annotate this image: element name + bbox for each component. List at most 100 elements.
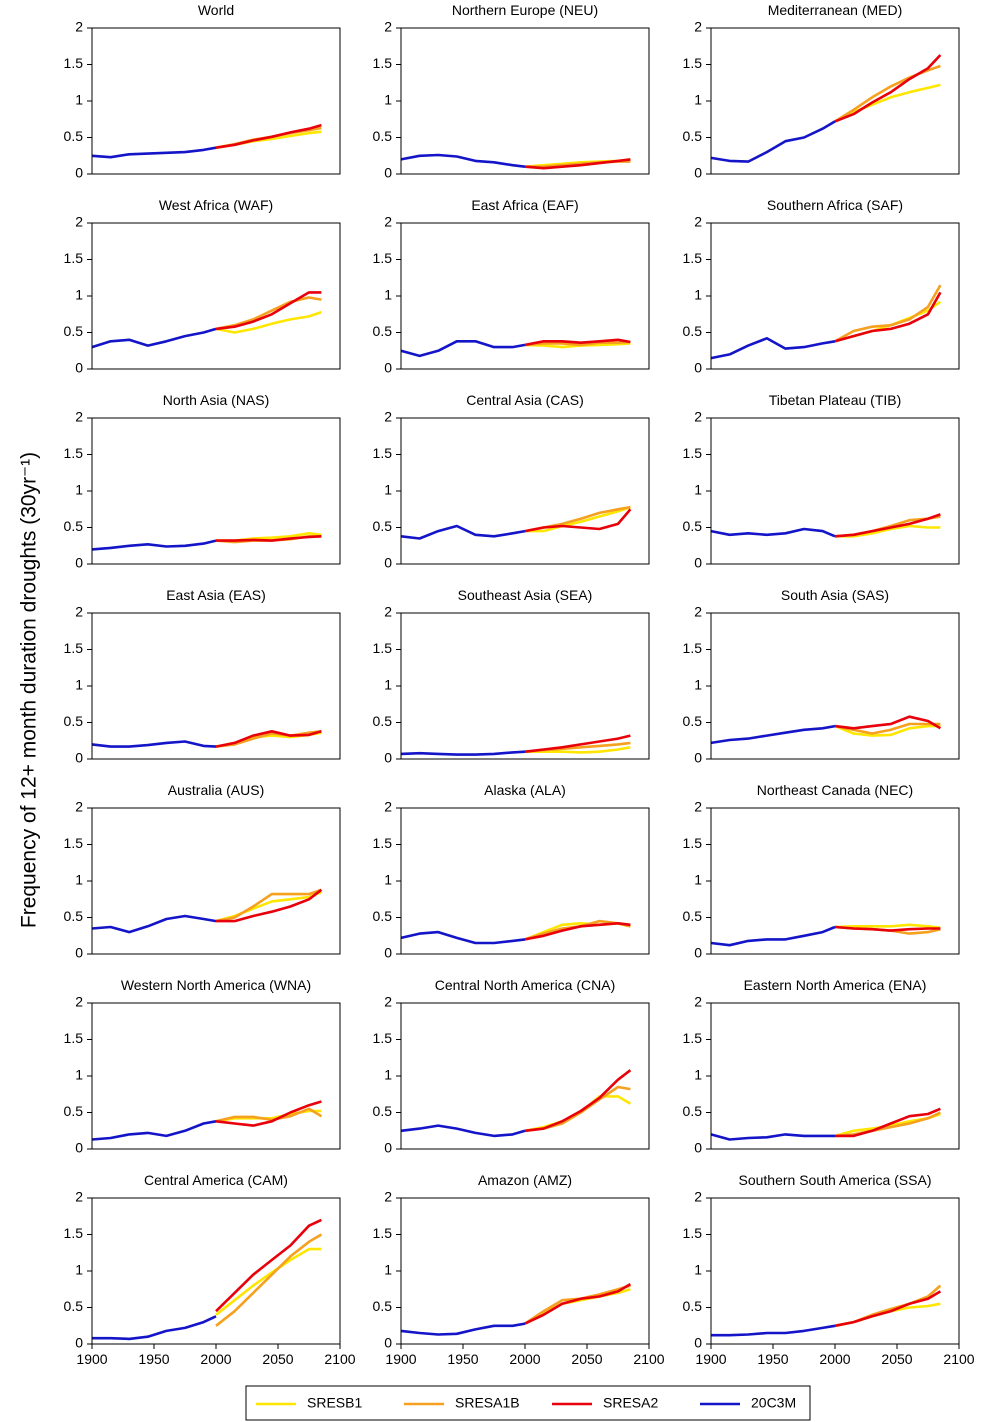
series-line — [215, 310, 322, 334]
y-tick-label: 1 — [384, 872, 392, 888]
series-line — [91, 327, 217, 349]
series-line — [834, 291, 942, 343]
y-tick-label: 0.5 — [373, 128, 393, 144]
panel-title: Northern Europe (NEU) — [452, 2, 598, 18]
plot-frame — [710, 807, 960, 955]
series-line — [215, 1100, 322, 1127]
y-tick-label: 1 — [75, 92, 83, 108]
panel-title: Tibetan Plateau (TIB) — [769, 392, 902, 408]
series-line — [524, 1282, 632, 1325]
y-tick-label: 2 — [694, 409, 702, 425]
series-line — [400, 1322, 526, 1336]
y-axis-label: Frequency of 12+ month duration droughts… — [18, 452, 41, 928]
y-tick-label: 1.5 — [373, 445, 393, 461]
y-tick-label: 1.5 — [683, 1030, 703, 1046]
series-line — [400, 750, 526, 756]
y-tick-label: 1.5 — [683, 250, 703, 266]
panel-title: East Asia (EAS) — [166, 587, 266, 603]
series-line — [91, 1120, 217, 1141]
y-tick-label: 1 — [694, 872, 702, 888]
series-line — [524, 338, 631, 347]
y-tick-label: 1.5 — [683, 835, 703, 851]
y-tick-label: 1 — [384, 92, 392, 108]
y-tick-label: 2 — [75, 19, 83, 35]
y-tick-label: 0.5 — [373, 518, 393, 534]
panel-title: Northeast Canada (NEC) — [757, 782, 913, 798]
series-line — [215, 730, 322, 748]
y-tick-label: 1 — [384, 287, 392, 303]
series-line — [92, 1315, 217, 1341]
y-tick-label: 1.5 — [64, 835, 84, 851]
y-tick-label: 2 — [694, 994, 702, 1010]
plot-frame — [91, 1002, 341, 1150]
series-line — [400, 524, 526, 540]
y-tick-label: 0.5 — [373, 1103, 393, 1119]
plot-frame — [400, 807, 650, 955]
y-tick-label: 1.5 — [64, 55, 84, 71]
panel-title: Western North America (WNA) — [121, 977, 311, 993]
series-line — [525, 746, 631, 754]
series-line — [400, 340, 526, 358]
y-tick-label: 0 — [75, 360, 83, 376]
y-tick-label: 0 — [75, 555, 83, 571]
panel-title: Mediterranean (MED) — [768, 2, 903, 18]
y-tick-label: 0 — [75, 750, 83, 766]
x-tick-label: 2000 — [200, 1351, 231, 1367]
series-line — [215, 291, 322, 331]
y-tick-label: 1.5 — [64, 445, 84, 461]
y-tick-label: 2 — [384, 799, 392, 815]
y-tick-label: 2 — [694, 1189, 702, 1205]
y-tick-label: 2 — [75, 604, 83, 620]
y-tick-label: 2 — [384, 1189, 392, 1205]
y-tick-label: 1.5 — [683, 1225, 703, 1241]
y-tick-label: 0.5 — [683, 1298, 703, 1314]
series-line — [524, 508, 632, 533]
y-tick-label: 0 — [384, 1140, 392, 1156]
series-line — [711, 1324, 836, 1337]
plot-frame — [91, 222, 341, 370]
y-tick-label: 0 — [384, 945, 392, 961]
y-tick-label: 0 — [384, 555, 392, 571]
series-line — [524, 922, 631, 941]
plot-frame — [710, 27, 960, 175]
series-line — [834, 722, 941, 735]
series-line — [834, 513, 941, 538]
y-tick-label: 0.5 — [683, 1103, 703, 1119]
y-tick-label: 2 — [384, 994, 392, 1010]
series-line — [91, 539, 217, 551]
series-line — [834, 923, 941, 929]
x-tick-label: 1950 — [757, 1351, 788, 1367]
series-line — [710, 724, 836, 745]
series-line — [215, 1233, 323, 1327]
y-tick-label: 0 — [75, 1335, 83, 1351]
series-line — [524, 734, 631, 753]
y-tick-label: 0 — [384, 750, 392, 766]
plot-frame — [710, 222, 960, 370]
x-tick-label: 2100 — [324, 1351, 355, 1367]
series-line — [215, 296, 322, 331]
series-line — [524, 1069, 632, 1133]
y-tick-label: 0.5 — [64, 713, 84, 729]
legend-label: 20C3M — [751, 1395, 796, 1411]
y-tick-label: 0.5 — [64, 1103, 84, 1119]
series-line — [215, 1218, 322, 1313]
plot-frame — [91, 1197, 341, 1345]
y-tick-label: 0.5 — [683, 908, 703, 924]
x-tick-label: 1900 — [76, 1351, 107, 1367]
series-line — [400, 153, 526, 168]
plot-frame — [710, 1002, 960, 1150]
series-line — [835, 524, 941, 538]
y-tick-label: 1.5 — [683, 445, 703, 461]
series-line — [834, 715, 942, 730]
y-tick-label: 1.5 — [373, 55, 393, 71]
y-tick-label: 1 — [384, 677, 392, 693]
y-tick-label: 2 — [384, 19, 392, 35]
series-line — [524, 1288, 631, 1325]
y-tick-label: 1.5 — [683, 640, 703, 656]
y-tick-label: 0 — [694, 555, 702, 571]
y-tick-label: 2 — [75, 409, 83, 425]
plot-frame — [400, 417, 650, 565]
series-line — [834, 54, 942, 123]
series-line — [216, 888, 323, 923]
x-tick-label: 1900 — [385, 1351, 416, 1367]
